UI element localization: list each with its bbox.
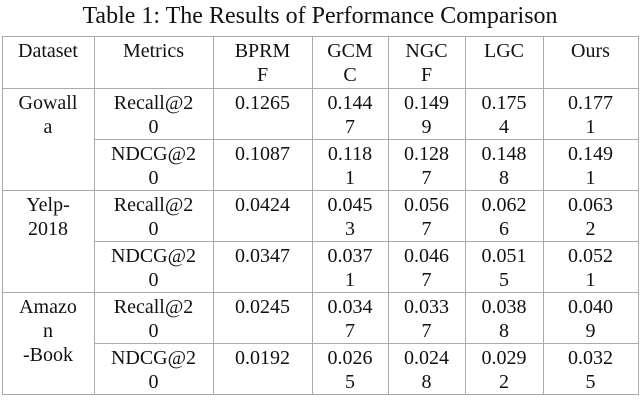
metric-cell: NDCG@2 0 (93, 241, 214, 293)
value-cell: 0.024 8 (387, 343, 466, 395)
col-header-bprmf: BPRM F (212, 36, 313, 89)
value-cell: 0.0424 (212, 190, 313, 242)
value-cell: 0.029 2 (464, 343, 544, 395)
col-header-lgc: LGC (464, 36, 544, 89)
value-cell: 0.128 7 (387, 139, 466, 191)
value-cell: 0.056 7 (387, 190, 466, 242)
value-cell: 0.149 9 (387, 88, 466, 140)
header-row: Dataset Metrics BPRM F GCM C NGC F LGC O… (1, 36, 639, 89)
results-table: Dataset Metrics BPRM F GCM C NGC F LGC O… (1, 36, 639, 395)
value-cell: 0.148 8 (464, 139, 544, 191)
value-cell: 0.0192 (212, 343, 313, 395)
value-cell: 0.1265 (212, 88, 313, 140)
value-cell: 0.177 1 (542, 88, 639, 140)
dataset-cell-gowalla: Gowall a (1, 88, 95, 191)
col-header-gcmc: GCM C (311, 36, 389, 89)
table-row: NDCG@2 0 0.0192 0.026 5 0.024 8 0.029 2 … (2, 343, 639, 395)
value-cell: 0.175 4 (464, 88, 544, 140)
value-cell: 0.040 9 (542, 292, 639, 344)
value-cell: 0.037 1 (311, 241, 389, 293)
table-row: Yelp- 2018 Recall@2 0 0.0424 0.045 3 0.0… (1, 190, 639, 293)
value-cell: 0.051 5 (464, 241, 544, 293)
value-cell: 0.045 3 (311, 190, 389, 242)
metric-cell: NDCG@2 0 (93, 139, 214, 191)
dataset-cell-yelp2018: Yelp- 2018 (1, 190, 95, 293)
value-cell: 0.033 7 (387, 292, 466, 344)
value-cell: 0.1087 (212, 139, 313, 191)
value-cell: 0.026 5 (311, 343, 389, 395)
value-cell: 0.0347 (212, 241, 313, 293)
value-cell: 0.052 1 (542, 241, 639, 293)
value-cell: 0.038 8 (464, 292, 544, 344)
value-cell: 0.046 7 (387, 241, 466, 293)
value-cell: 0.034 7 (311, 292, 389, 344)
col-header-dataset: Dataset (1, 36, 95, 89)
metric-cell: NDCG@2 0 (93, 343, 214, 395)
col-header-ngcf: NGC F (387, 36, 466, 89)
value-cell: 0.032 5 (542, 343, 639, 395)
table-caption: Table 1: The Results of Performance Comp… (82, 3, 558, 29)
table-row: Gowall a Recall@2 0 0.1265 0.144 7 0.149… (1, 88, 639, 191)
metric-cell: Recall@2 0 (93, 292, 214, 344)
dataset-cell-amazonbook: Amazo n -Book (1, 292, 95, 395)
table-row: NDCG@2 0 0.1087 0.118 1 0.128 7 0.148 8 … (2, 139, 639, 191)
metric-cell: Recall@2 0 (93, 88, 214, 140)
value-cell: 0.0245 (212, 292, 313, 344)
value-cell: 0.149 1 (542, 139, 639, 191)
value-cell: 0.118 1 (311, 139, 389, 191)
value-cell: 0.062 6 (464, 190, 544, 242)
col-header-ours: Ours (542, 36, 639, 89)
value-cell: 0.063 2 (542, 190, 639, 242)
metric-cell: Recall@2 0 (93, 190, 214, 242)
col-header-metrics: Metrics (93, 36, 214, 89)
table-row: NDCG@2 0 0.0347 0.037 1 0.046 7 0.051 5 … (2, 241, 639, 293)
value-cell: 0.144 7 (311, 88, 389, 140)
table-row: Amazo n -Book Recall@2 0 0.0245 0.034 7 … (1, 292, 639, 395)
